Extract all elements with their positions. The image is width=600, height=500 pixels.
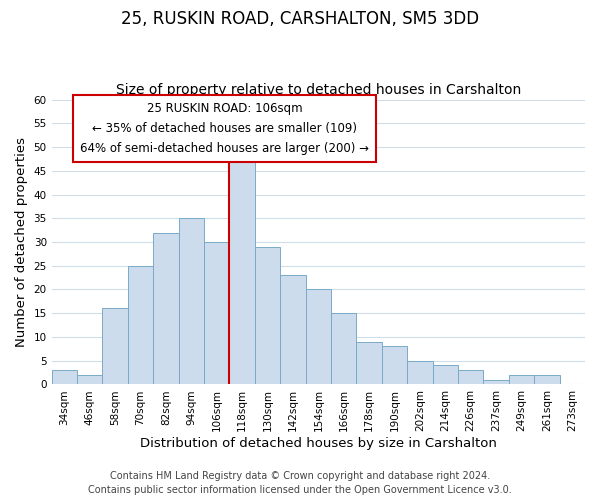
Bar xyxy=(128,266,153,384)
Bar xyxy=(229,152,255,384)
Bar xyxy=(153,232,179,384)
Bar xyxy=(534,375,560,384)
Text: 25, RUSKIN ROAD, CARSHALTON, SM5 3DD: 25, RUSKIN ROAD, CARSHALTON, SM5 3DD xyxy=(121,10,479,28)
Bar xyxy=(305,290,331,384)
Bar xyxy=(331,313,356,384)
Title: Size of property relative to detached houses in Carshalton: Size of property relative to detached ho… xyxy=(116,83,521,97)
Bar xyxy=(458,370,484,384)
Y-axis label: Number of detached properties: Number of detached properties xyxy=(15,137,28,347)
Text: 25 RUSKIN ROAD: 106sqm
← 35% of detached houses are smaller (109)
64% of semi-de: 25 RUSKIN ROAD: 106sqm ← 35% of detached… xyxy=(80,102,369,155)
Text: Contains HM Land Registry data © Crown copyright and database right 2024.
Contai: Contains HM Land Registry data © Crown c… xyxy=(88,471,512,495)
Bar xyxy=(77,375,103,384)
Bar xyxy=(179,218,204,384)
Bar xyxy=(280,275,305,384)
X-axis label: Distribution of detached houses by size in Carshalton: Distribution of detached houses by size … xyxy=(140,437,497,450)
Bar xyxy=(255,247,280,384)
Bar xyxy=(382,346,407,385)
Bar xyxy=(204,242,229,384)
Bar xyxy=(356,342,382,384)
Bar xyxy=(509,375,534,384)
Bar xyxy=(484,380,509,384)
Bar xyxy=(407,360,433,384)
Bar xyxy=(52,370,77,384)
Bar xyxy=(103,308,128,384)
Bar xyxy=(433,366,458,384)
